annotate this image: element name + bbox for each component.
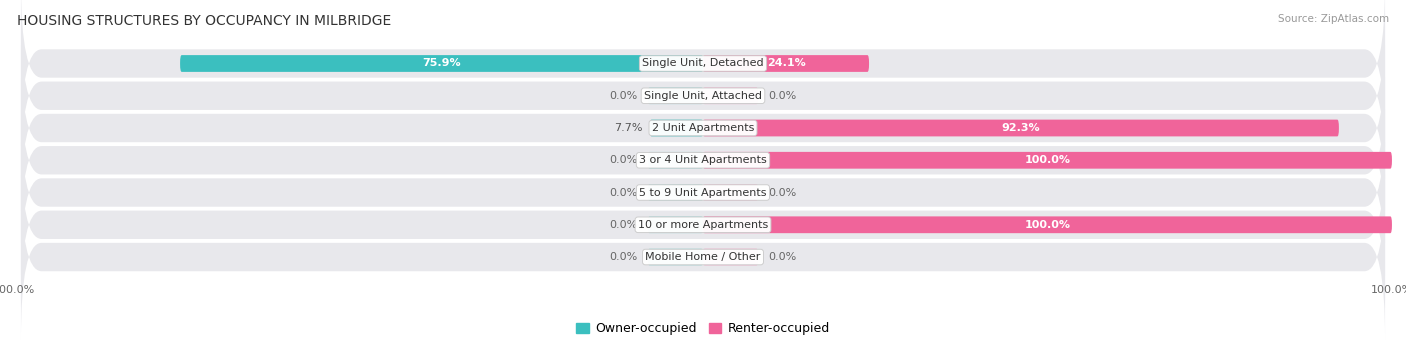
Text: Single Unit, Detached: Single Unit, Detached [643,59,763,69]
Text: 2 Unit Apartments: 2 Unit Apartments [652,123,754,133]
Text: Mobile Home / Other: Mobile Home / Other [645,252,761,262]
FancyBboxPatch shape [703,55,869,72]
Text: Source: ZipAtlas.com: Source: ZipAtlas.com [1278,14,1389,24]
FancyBboxPatch shape [180,55,703,72]
FancyBboxPatch shape [703,184,758,201]
Text: 92.3%: 92.3% [1001,123,1040,133]
Text: 0.0%: 0.0% [609,188,637,197]
Text: HOUSING STRUCTURES BY OCCUPANCY IN MILBRIDGE: HOUSING STRUCTURES BY OCCUPANCY IN MILBR… [17,14,391,28]
FancyBboxPatch shape [703,249,758,265]
Text: 5 to 9 Unit Apartments: 5 to 9 Unit Apartments [640,188,766,197]
Text: 0.0%: 0.0% [609,91,637,101]
Text: 3 or 4 Unit Apartments: 3 or 4 Unit Apartments [640,155,766,165]
FancyBboxPatch shape [648,249,703,265]
Text: 0.0%: 0.0% [769,91,797,101]
Text: 0.0%: 0.0% [769,252,797,262]
FancyBboxPatch shape [648,152,703,169]
Text: 0.0%: 0.0% [609,252,637,262]
FancyBboxPatch shape [703,217,1392,233]
Text: 0.0%: 0.0% [609,155,637,165]
Text: Single Unit, Attached: Single Unit, Attached [644,91,762,101]
FancyBboxPatch shape [703,120,1339,136]
Legend: Owner-occupied, Renter-occupied: Owner-occupied, Renter-occupied [571,317,835,340]
Text: 100.0%: 100.0% [1025,155,1070,165]
FancyBboxPatch shape [703,87,758,104]
Text: 0.0%: 0.0% [769,188,797,197]
FancyBboxPatch shape [21,0,1385,146]
FancyBboxPatch shape [703,152,1392,169]
FancyBboxPatch shape [21,78,1385,243]
Text: 24.1%: 24.1% [766,59,806,69]
Text: 10 or more Apartments: 10 or more Apartments [638,220,768,230]
FancyBboxPatch shape [648,184,703,201]
FancyBboxPatch shape [21,13,1385,178]
FancyBboxPatch shape [648,217,703,233]
FancyBboxPatch shape [21,142,1385,307]
FancyBboxPatch shape [21,45,1385,211]
Text: 75.9%: 75.9% [422,59,461,69]
FancyBboxPatch shape [21,175,1385,340]
FancyBboxPatch shape [21,110,1385,275]
FancyBboxPatch shape [648,87,703,104]
Text: 100.0%: 100.0% [1025,220,1070,230]
Text: 0.0%: 0.0% [609,220,637,230]
FancyBboxPatch shape [650,120,703,136]
Text: 7.7%: 7.7% [614,123,643,133]
